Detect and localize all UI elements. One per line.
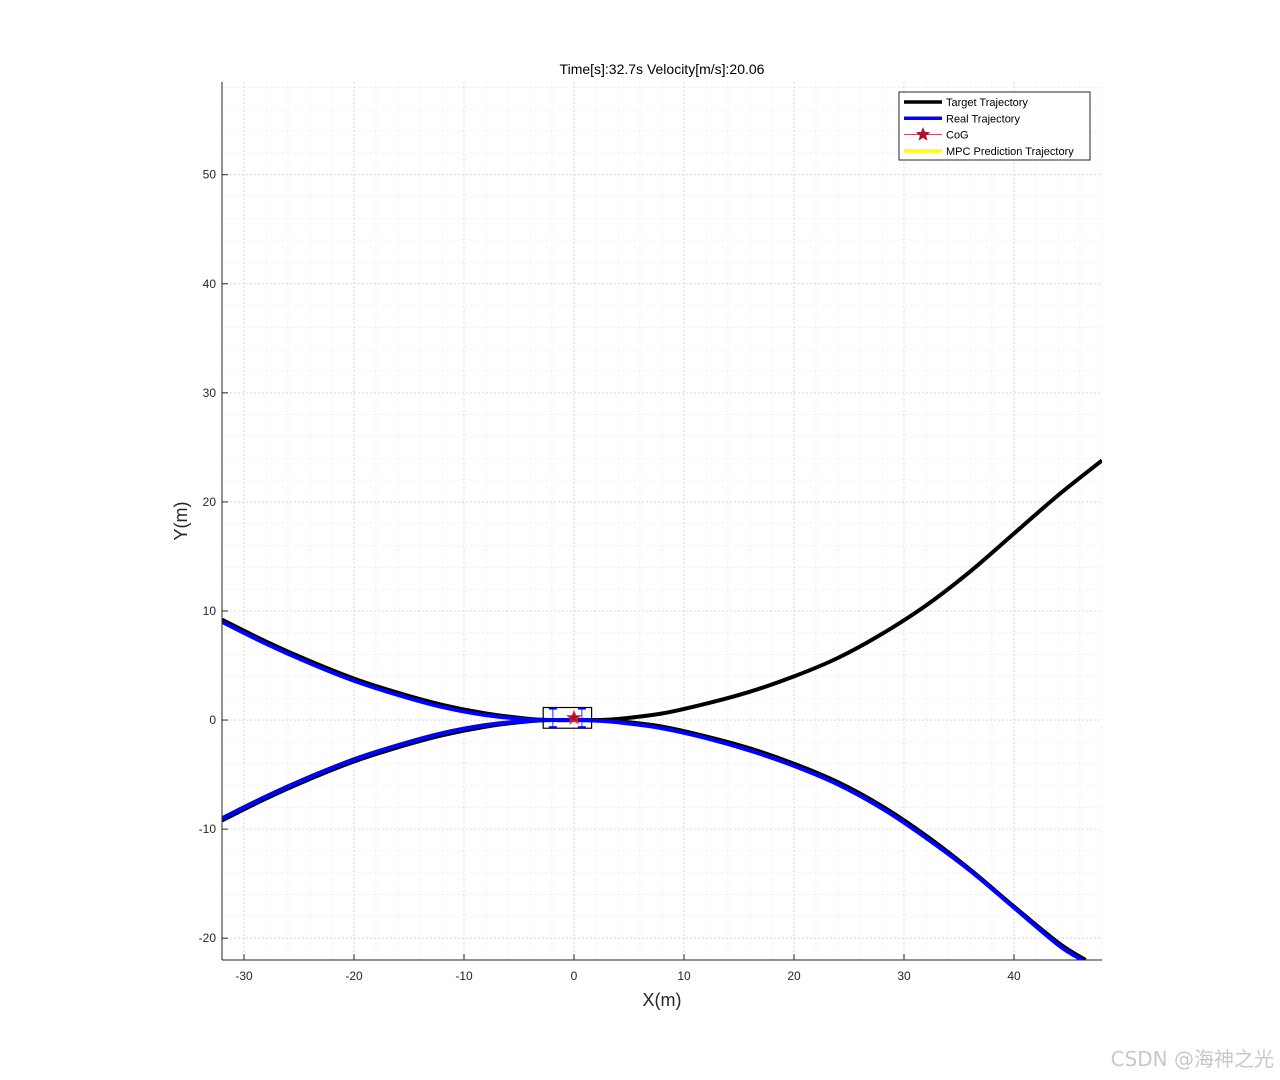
real-trajectory-line-1 [222, 717, 1084, 960]
x-tick-label: 0 [571, 969, 578, 983]
series-layer [222, 458, 1102, 960]
watermark: CSDN @海神之光 [1110, 1047, 1274, 1071]
vehicle-layer [542, 706, 593, 729]
y-tick-label: 10 [203, 604, 217, 618]
legend-label-cog: CoG [946, 130, 969, 142]
legend-label-mpc-prediction-trajectory: MPC Prediction Trajectory [946, 146, 1074, 158]
cog-marker [566, 709, 582, 725]
x-tick-label: -20 [345, 969, 363, 983]
minor-grid [221, 82, 1103, 961]
y-ticks: -20 -10 0 10 20 30 40 50 [199, 168, 228, 945]
chart-title: Time[s]:32.7s Velocity[m/s]:20.06 [560, 61, 765, 77]
x-ticks: -30 -20 -10 0 10 20 30 40 [235, 954, 1021, 983]
y-tick-label: -20 [199, 931, 217, 945]
target-trajectory-line-0 [222, 458, 1102, 723]
x-tick-label: -30 [235, 969, 253, 983]
x-tick-label: -10 [455, 969, 473, 983]
y-tick-label: 0 [209, 713, 216, 727]
legend-label-real-trajectory: Real Trajectory [946, 113, 1020, 125]
major-grid [222, 82, 1102, 960]
legend: Target Trajectory Real Trajectory CoG MPC P… [898, 91, 1091, 161]
y-tick-label: 50 [203, 168, 217, 182]
legend-entries: Target Trajectory Real Trajectory CoG MPC P… [904, 97, 1074, 158]
x-tick-label: 30 [897, 969, 911, 983]
x-axis-label: X(m) [643, 990, 682, 1010]
y-tick-label: -10 [199, 822, 217, 836]
y-axis-label: Y(m) [171, 502, 191, 541]
y-tick-label: 20 [203, 495, 217, 509]
vehicle-body [542, 706, 593, 729]
axes-lines [221, 82, 1102, 961]
x-tick-label: 20 [787, 969, 801, 983]
y-tick-label: 40 [203, 277, 217, 291]
axes-background [222, 82, 1102, 960]
x-tick-label: 10 [677, 969, 691, 983]
x-tick-label: 40 [1007, 969, 1021, 983]
legend-marker-cog [915, 126, 931, 141]
y-tick-label: 30 [203, 386, 217, 400]
plot-area [222, 458, 1102, 960]
legend-label-target-trajectory: Target Trajectory [946, 97, 1028, 109]
